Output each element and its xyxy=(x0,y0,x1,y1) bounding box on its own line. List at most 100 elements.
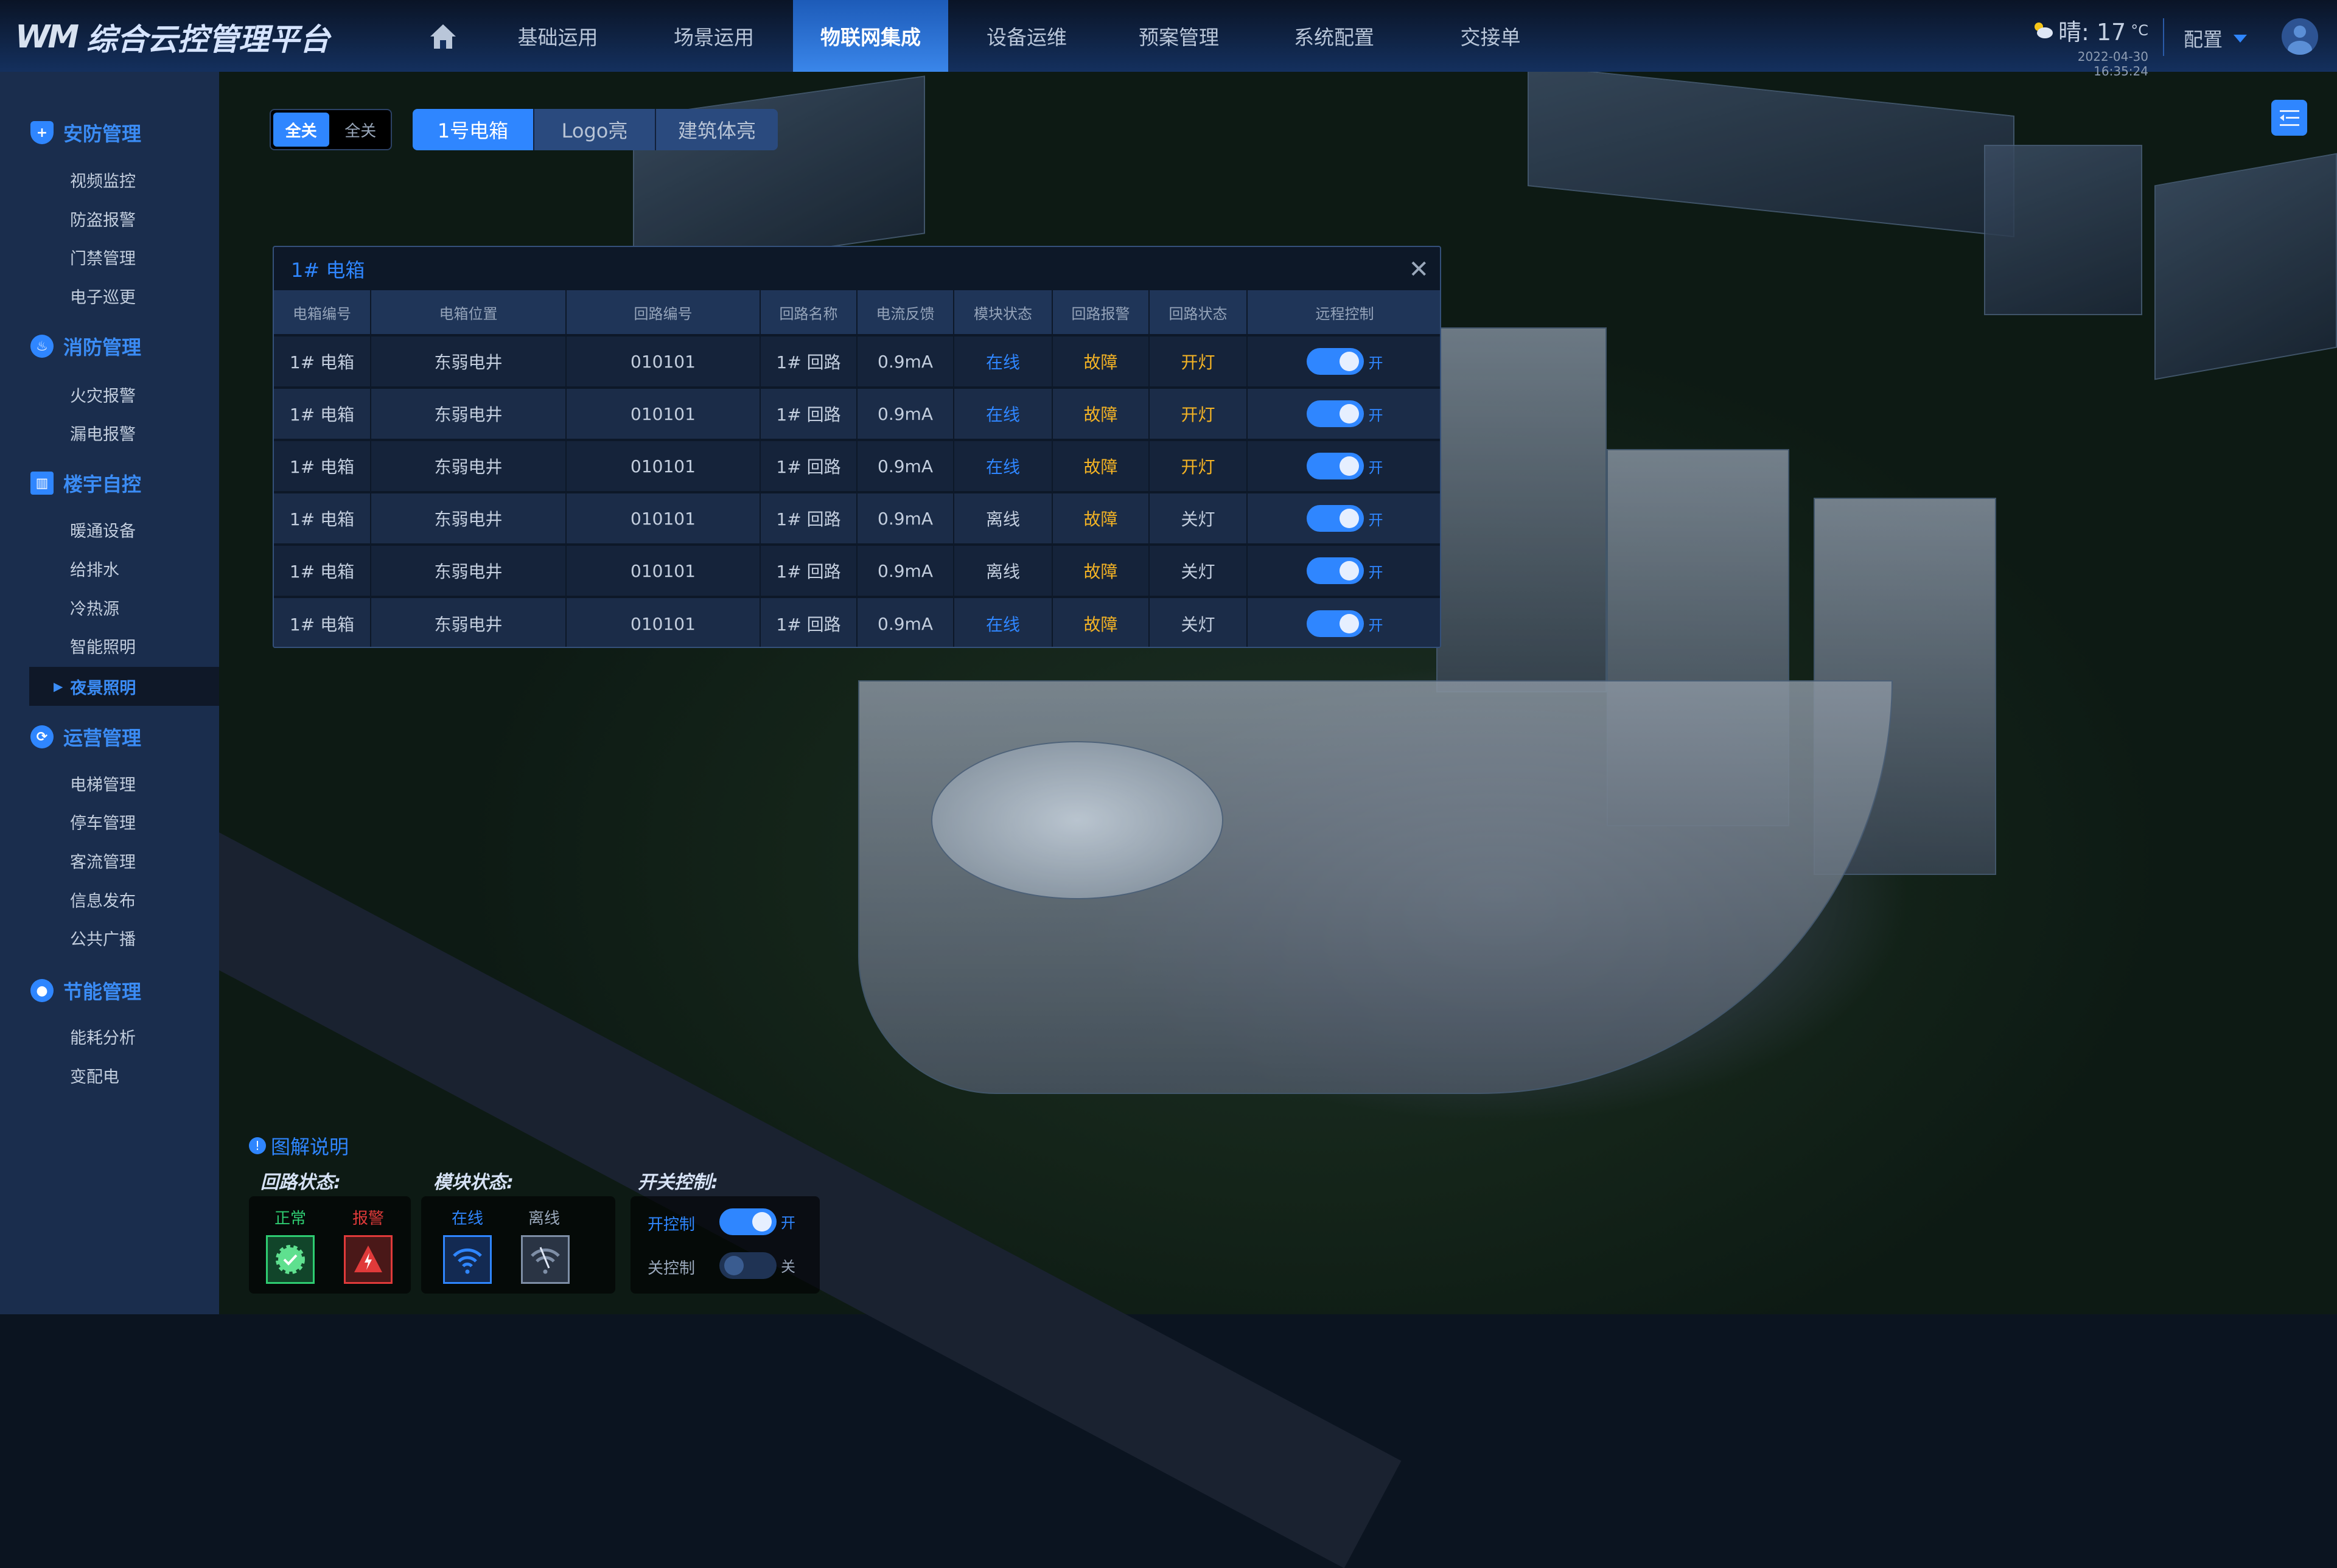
remote-control-toggle[interactable] xyxy=(1306,505,1364,532)
building xyxy=(633,75,925,275)
logo-mark: WM xyxy=(15,19,79,55)
weather-text: 晴: 17 xyxy=(2058,19,2126,46)
close-icon[interactable]: ✕ xyxy=(1408,256,1429,284)
column-header: 回路编号 xyxy=(566,290,761,335)
cell-remote-control: 开 xyxy=(1247,543,1440,597)
column-header: 模块状态 xyxy=(954,290,1053,335)
cell-box-id: 1# 电箱 xyxy=(274,543,371,597)
sidebar-item-fire-alarm[interactable]: 火灾报警 xyxy=(70,387,136,406)
caret-right-icon: ▶ xyxy=(54,679,63,694)
sidebar-group-operations[interactable]: ⟳ 运营管理 xyxy=(30,723,141,751)
sidebar-item-water[interactable]: 给排水 xyxy=(70,561,119,580)
group-label: 楼宇自控 xyxy=(63,473,142,496)
home-icon[interactable] xyxy=(429,23,457,50)
all-off-active-button[interactable]: 全关 xyxy=(273,113,329,147)
cell-box-id: 1# 电箱 xyxy=(274,386,371,440)
table-row: 1# 电箱 东弱电井 010101 1# 回路 0.9mA 在线 故障 开灯 开 xyxy=(274,439,1440,492)
remote-control-toggle[interactable] xyxy=(1306,400,1364,427)
cell-box-id: 1# 电箱 xyxy=(274,334,371,388)
nav-iot[interactable]: 物联网集成 xyxy=(793,0,948,72)
sidebar-item-heat[interactable]: 冷热源 xyxy=(70,600,119,619)
sidebar-item-broadcast[interactable]: 公共广播 xyxy=(70,930,136,949)
remote-control-toggle[interactable] xyxy=(1306,610,1364,637)
off-toggle-sample xyxy=(719,1252,777,1279)
sidebar-item-access[interactable]: 门禁管理 xyxy=(70,249,136,268)
off-label: 关 xyxy=(781,1258,795,1275)
sidebar-group-energy[interactable]: ● 节能管理 xyxy=(30,977,141,1005)
sidebar-item-patrol[interactable]: 电子巡更 xyxy=(70,288,136,307)
legend-module-box: 在线 离线 xyxy=(421,1196,615,1294)
panel-title: 1# 电箱 xyxy=(291,258,365,282)
cell-box-id: 1# 电箱 xyxy=(274,439,371,492)
sidebar-item-parking[interactable]: 停车管理 xyxy=(70,814,136,833)
sidebar-item-burglar-alarm[interactable]: 防盗报警 xyxy=(70,211,136,230)
cell-remote-control: 开 xyxy=(1247,596,1440,647)
cell-circuit-name: 1# 回路 xyxy=(760,543,858,597)
remote-control-toggle[interactable] xyxy=(1306,348,1364,375)
toggle-state-label: 开 xyxy=(1368,511,1383,529)
collapse-panel-button[interactable] xyxy=(2271,100,2307,136)
cell-circuit-alarm: 故障 xyxy=(1052,596,1150,647)
wifi-offline-icon xyxy=(521,1235,570,1284)
sidebar-item-video[interactable]: 视频监控 xyxy=(70,172,136,191)
remote-control-toggle[interactable] xyxy=(1306,557,1364,584)
config-dropdown[interactable]: 配置 xyxy=(2184,24,2248,52)
cell-current: 0.9mA xyxy=(857,439,954,492)
cell-remote-control: 开 xyxy=(1247,334,1440,388)
nav-plan[interactable]: 预案管理 xyxy=(1139,26,1219,49)
toggle-state-label: 开 xyxy=(1368,616,1383,634)
item-label: 夜景照明 xyxy=(70,678,136,698)
cell-circuit-status: 开灯 xyxy=(1149,386,1248,440)
nav-handover[interactable]: 交接单 xyxy=(1460,26,1521,49)
info-icon: ! xyxy=(249,1137,266,1154)
tab-building-light[interactable]: 建筑体亮 xyxy=(656,109,778,150)
sidebar-group-building[interactable]: ▥ 楼宇自控 xyxy=(30,469,141,497)
nav-ops[interactable]: 设备运维 xyxy=(987,26,1067,49)
logo: WM 综合云控管理平台 xyxy=(15,15,330,59)
sidebar-group-security[interactable]: + 安防管理 xyxy=(30,119,141,147)
off-control-label: 关控制 xyxy=(648,1260,696,1278)
cell-circuit-status: 关灯 xyxy=(1149,491,1248,545)
group-label: 运营管理 xyxy=(63,727,142,750)
sidebar-item-elevator[interactable]: 电梯管理 xyxy=(70,776,136,795)
nav-scene[interactable]: 场景运用 xyxy=(674,26,754,49)
sidebar-item-energy-analysis[interactable]: 能耗分析 xyxy=(70,1029,136,1048)
cell-remote-control: 开 xyxy=(1247,491,1440,545)
cell-box-location: 东弱电井 xyxy=(371,596,567,647)
shield-icon: + xyxy=(30,121,54,144)
tab-logo-light[interactable]: Logo亮 xyxy=(534,109,656,150)
avatar[interactable] xyxy=(2282,18,2318,55)
normal-label: 正常 xyxy=(274,1210,306,1228)
divider xyxy=(2163,18,2164,56)
wifi-online-icon xyxy=(443,1235,492,1284)
cell-circuit-alarm: 故障 xyxy=(1052,543,1150,597)
cell-module-status: 在线 xyxy=(954,386,1053,440)
module-status-title: 模块状态: xyxy=(433,1172,514,1193)
cell-current: 0.9mA xyxy=(857,386,954,440)
sidebar-item-traffic[interactable]: 客流管理 xyxy=(70,853,136,872)
remote-control-toggle[interactable] xyxy=(1306,453,1364,479)
sidebar-item-smart-light[interactable]: 智能照明 xyxy=(70,638,136,657)
nav-basic[interactable]: 基础运用 xyxy=(517,26,598,49)
building xyxy=(1984,145,2142,315)
cell-circuit-id: 010101 xyxy=(566,334,761,388)
tab-box-1[interactable]: 1号电箱 xyxy=(413,109,534,150)
sidebar-item-substation[interactable]: 变配电 xyxy=(70,1068,119,1087)
offline-label: 离线 xyxy=(528,1210,560,1228)
nav-config[interactable]: 系统配置 xyxy=(1294,26,1374,49)
circuit-status-title: 回路状态: xyxy=(260,1172,341,1193)
sidebar-item-leakage[interactable]: 漏电报警 xyxy=(70,425,136,444)
fire-icon: ♨ xyxy=(30,335,54,358)
sidebar-group-fire[interactable]: ♨ 消防管理 xyxy=(30,332,141,360)
all-switch-toggle[interactable]: 全关 全关 xyxy=(270,109,392,150)
alarm-triangle-icon xyxy=(344,1235,393,1284)
cell-circuit-name: 1# 回路 xyxy=(760,334,858,388)
building xyxy=(1528,64,2014,238)
all-off-button[interactable]: 全关 xyxy=(344,122,377,141)
cell-box-location: 东弱电井 xyxy=(371,386,567,440)
legend-header: ! 图解说明 xyxy=(249,1132,349,1160)
sidebar-item-night-light[interactable]: ▶ 夜景照明 xyxy=(29,667,219,706)
column-header: 电箱编号 xyxy=(274,290,371,335)
sidebar-item-publish[interactable]: 信息发布 xyxy=(70,892,136,911)
sidebar-item-hvac[interactable]: 暖通设备 xyxy=(70,522,136,541)
